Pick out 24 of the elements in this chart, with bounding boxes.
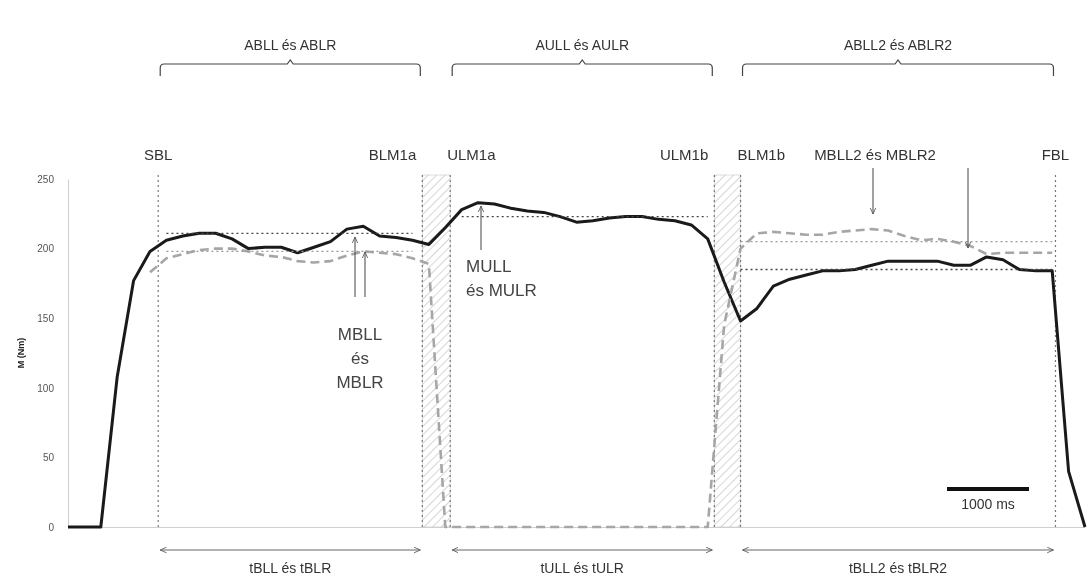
text: MBLL2 és MBLR2 [814, 146, 936, 163]
y-tick-label: 200 [37, 243, 55, 255]
text: BLM1a [368, 146, 417, 163]
y-tick-label: 150 [37, 312, 55, 324]
text: ULM1b [659, 146, 709, 163]
text: tULL és tULR [540, 560, 624, 576]
text: SBL [144, 146, 173, 163]
annotation: MBLL és MBLR [336, 325, 384, 392]
text: BLM1b [737, 146, 786, 163]
text: ABLL2 és ABLR2 [843, 37, 953, 53]
text: ABLL és ABLR [244, 37, 337, 53]
text: ULM1a [447, 146, 497, 163]
text: tBLL és tBLR [249, 560, 332, 576]
y-tick-label: 100 [37, 382, 55, 394]
y-tick-label: 250 [37, 173, 55, 185]
text: tBLL2 és tBLR2 [848, 560, 948, 576]
annotation: MULL és MULR [466, 257, 537, 300]
line-series [148, 227, 1054, 529]
y-tick-label: 0 [48, 521, 55, 533]
text: FBL [1041, 146, 1070, 163]
annotation: 1000 ms [961, 496, 1015, 512]
text: AULL és AULR [535, 37, 630, 53]
y-axis-title: M (Nm) [16, 337, 26, 369]
y-tick-label: 50 [42, 452, 55, 464]
